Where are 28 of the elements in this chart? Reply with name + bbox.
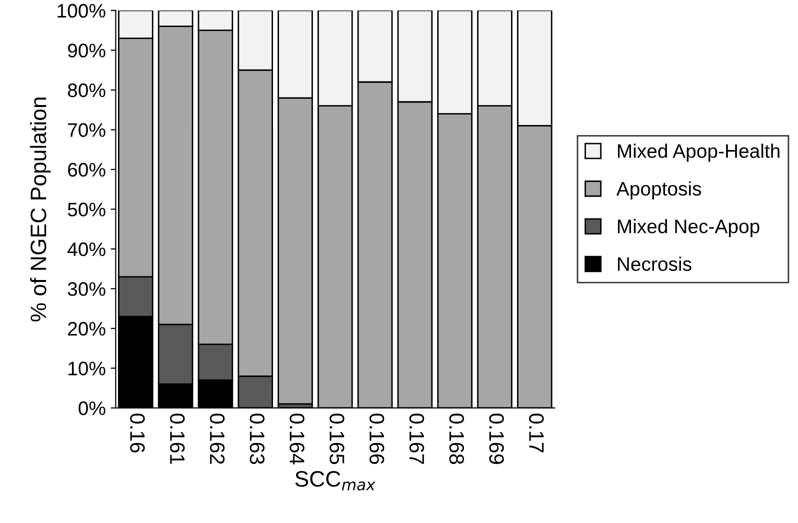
x-tick-label: 0.169	[489, 414, 504, 464]
x-tick-label: 0.165	[330, 414, 344, 464]
y-tick-label: 80%	[68, 83, 106, 98]
x-tick-label: 0.162	[210, 414, 225, 464]
legend-label: Necrosis	[618, 256, 692, 271]
x-tick-label: 0.161	[170, 414, 185, 464]
x-tick-label: 0.17	[529, 414, 544, 452]
x-tick-label: 0.167	[409, 414, 424, 464]
y-tick-label: 70%	[68, 123, 106, 137]
y-tick-label: 100%	[58, 4, 106, 18]
x-tick-label: 0.166	[369, 414, 384, 464]
legend-label: Apoptosis	[616, 181, 702, 200]
legend-label: Mixed Apop-Health	[618, 144, 780, 162]
x-axis-title: SCC$_{max}$	[295, 471, 376, 490]
y-tick-label: 10%	[68, 362, 106, 376]
legend-label: Mixed Nec-Apop	[618, 219, 760, 238]
x-tick-label: 0.164	[290, 414, 304, 464]
x-tick-label: 0.168	[449, 414, 464, 464]
y-tick-label: 60%	[68, 162, 106, 177]
x-tick-label: 0.163	[250, 414, 265, 464]
x-tick-label: 0.16	[130, 414, 145, 452]
y-tick-label: 40%	[68, 242, 106, 256]
y-tick-label: 20%	[68, 322, 106, 336]
y-tick-label: 30%	[68, 282, 106, 296]
y-tick-label: 50%	[68, 202, 106, 216]
y-tick-label: 90%	[68, 44, 106, 58]
y-tick-label: 0%	[78, 401, 106, 416]
y-axis-title: % of NGEC Population	[30, 98, 51, 322]
